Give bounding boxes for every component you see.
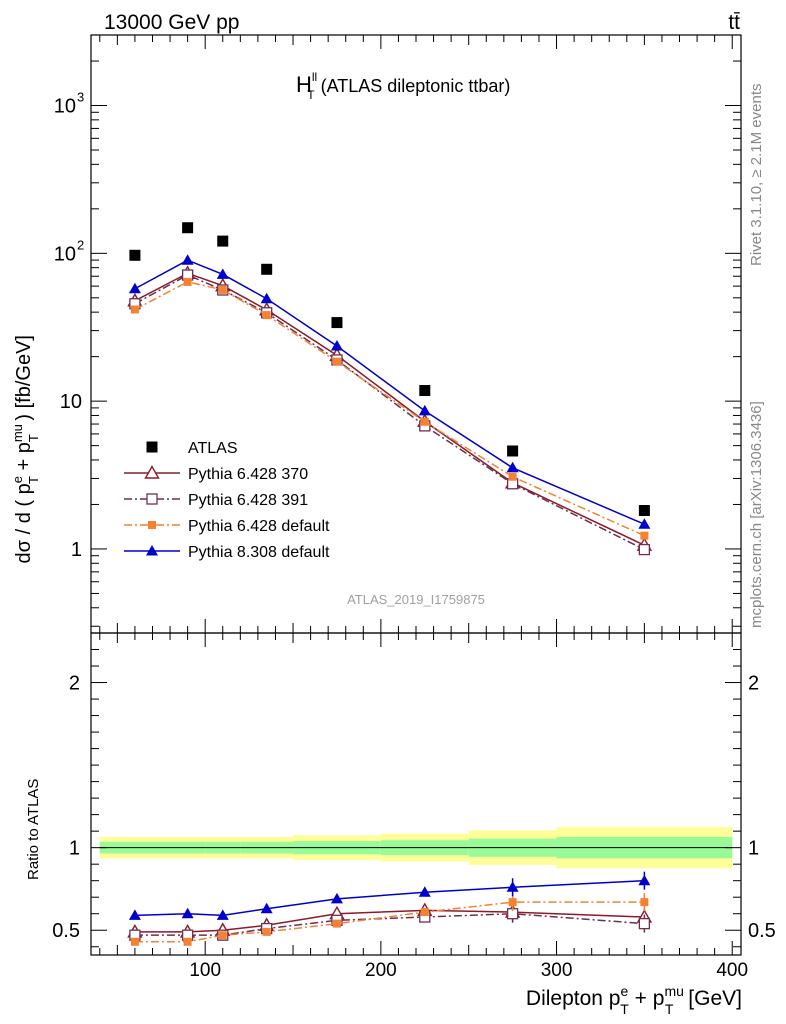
ratio-point-pythia-6-428-default	[640, 898, 649, 907]
legend-marker-pythia-6-428-391	[146, 493, 158, 505]
legend-marker-pythia-6-428-default	[148, 521, 156, 529]
data-point-atlas	[261, 263, 273, 275]
ratio-y-tick-label: 0.5	[52, 920, 80, 942]
ratio-point-pythia-8-308-default	[418, 886, 431, 897]
plot-title: Hll T (ATLAS dileptonic ttbar)	[296, 70, 510, 102]
data-point-pythia-6-428-default	[508, 472, 517, 481]
ratio-point-pythia-6-428-default	[508, 898, 517, 907]
ratio-y-tick-label: 2	[69, 673, 80, 695]
header-left: 13000 GeV pp	[104, 11, 239, 34]
ratio-y-tick-label: 1	[69, 838, 80, 860]
data-point-pythia-6-428-default	[332, 357, 341, 366]
data-point-atlas	[129, 249, 141, 261]
ratio-line-pythia-8-308-default	[134, 879, 645, 917]
legend-label-pythia-8-308-default: Pythia 8.308 default	[188, 544, 330, 561]
ratio-point-pythia-8-308-default	[638, 874, 651, 886]
ratio-point-pythia-8-308-default	[506, 881, 519, 892]
series-line-pythia-6-428-default	[134, 281, 645, 537]
legend-label-pythia-6-428-391: Pythia 6.428 391	[188, 492, 308, 509]
mcplots-reference-label: mcplots.cern.ch [arXiv:1306.3436]	[748, 401, 765, 628]
data-point-pythia-8-308-default	[216, 268, 229, 279]
x-tick-label: 400	[716, 960, 748, 981]
legend-label-pythia-6-428-default: Pythia 6.428 default	[188, 518, 330, 535]
ratio-point-pythia-6-428-default	[420, 908, 429, 917]
data-point-pythia-6-428-default	[130, 305, 139, 314]
data-point-pythia-8-308-default	[418, 404, 431, 416]
legend: ATLAS Pythia 6.428 370 Pythia 6.428 391 Pyt…	[124, 440, 330, 561]
ratio-y-axis-label: Ratio to ATLAS	[25, 779, 42, 880]
legend-marker-atlas	[146, 441, 158, 453]
ratio-point-pythia-8-308-default	[330, 892, 343, 904]
ratio-line-pythia-6-428-default	[134, 901, 645, 943]
y-tick-label: 1	[71, 539, 82, 561]
data-point-pythia-6-428-default	[218, 285, 227, 294]
data-point-pythia-8-308-default	[506, 461, 519, 473]
x-axis-label: Dilepton pe T + pmu T [GeV]	[526, 983, 742, 1017]
ratio-point-pythia-6-428-default	[262, 927, 271, 936]
ratio-point-pythia-6-428-default	[332, 919, 341, 928]
main-y-axis-label: dσ / d ( peT + pmuT ) [fb/GeV]	[10, 335, 41, 563]
data-point-atlas	[182, 222, 194, 234]
x-tick-label: 300	[541, 960, 573, 981]
ratio-point-pythia-6-428-391	[638, 917, 651, 930]
data-point-pythia-8-308-default	[638, 518, 651, 529]
series-line-pythia-8-308-default	[134, 259, 645, 525]
ratio-point-pythia-6-428-default	[183, 937, 192, 946]
data-point-atlas	[638, 505, 650, 517]
legend-marker-pythia-8-308-default	[146, 545, 158, 556]
data-point-pythia-8-308-default	[330, 340, 343, 351]
y-tick-label: 10	[60, 391, 82, 413]
data-point-atlas	[331, 317, 343, 329]
legend-label-atlas: ATLAS	[188, 440, 238, 457]
data-point-pythia-8-308-default	[260, 292, 273, 304]
data-point-atlas	[507, 445, 519, 457]
data-point-pythia-6-428-391	[638, 543, 651, 556]
ratio-y-tick-label-right: 1	[748, 838, 759, 860]
x-tick-label: 200	[365, 960, 397, 981]
data-point-pythia-8-308-default	[181, 254, 194, 265]
y-tick-label: 10	[54, 243, 76, 265]
header-right: tt̄	[728, 11, 740, 34]
ratio-point-pythia-8-308-default	[216, 909, 229, 920]
ratio-line-pythia-6-428-370	[134, 909, 645, 933]
data-point-pythia-6-428-default	[640, 531, 649, 540]
ratio-y-tick-label-right: 2	[748, 673, 759, 695]
y-tick-label-exponent: 3	[77, 90, 84, 105]
data-point-atlas	[419, 385, 431, 397]
analysis-watermark: ATLAS_2019_I1759875	[347, 592, 485, 607]
data-point-pythia-6-428-default	[183, 277, 192, 286]
series-line-pythia-6-428-370	[134, 272, 645, 546]
data-point-atlas	[217, 235, 229, 247]
ratio-point-pythia-8-308-default	[181, 907, 194, 919]
y-tick-label: 10	[54, 96, 76, 118]
ratio-point-pythia-8-308-default	[128, 909, 141, 920]
ratio-point-pythia-6-428-default	[218, 931, 227, 940]
ratio-plot-frame	[90, 632, 742, 956]
data-point-pythia-8-308-default	[128, 282, 141, 294]
rivet-version-label: Rivet 3.1.10, ≥ 2.1M events	[748, 84, 765, 267]
ratio-line-pythia-6-428-391	[134, 912, 645, 936]
y-tick-label-exponent: 2	[77, 237, 84, 252]
legend-marker-pythia-6-428-370	[144, 465, 160, 479]
ratio-point-pythia-8-308-default	[260, 902, 273, 914]
data-point-pythia-6-428-default	[262, 311, 271, 320]
series-line-pythia-6-428-391	[134, 274, 645, 551]
ratio-y-tick-label-right: 0.5	[748, 920, 776, 942]
legend-label-pythia-6-428-370: Pythia 6.428 370	[188, 466, 308, 483]
ratio-point-pythia-6-428-default	[130, 937, 139, 946]
x-tick-label: 100	[189, 960, 221, 981]
data-point-pythia-6-428-default	[420, 417, 429, 426]
